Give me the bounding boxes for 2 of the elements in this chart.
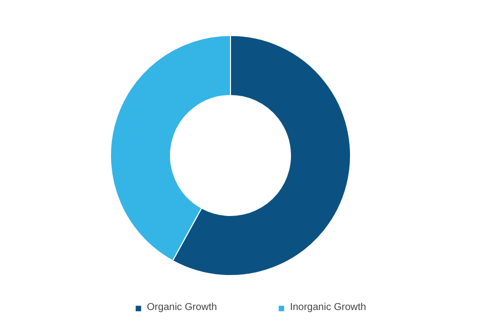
- legend-label: Inorganic Growth: [290, 302, 366, 313]
- legend-label: Organic Growth: [146, 302, 217, 313]
